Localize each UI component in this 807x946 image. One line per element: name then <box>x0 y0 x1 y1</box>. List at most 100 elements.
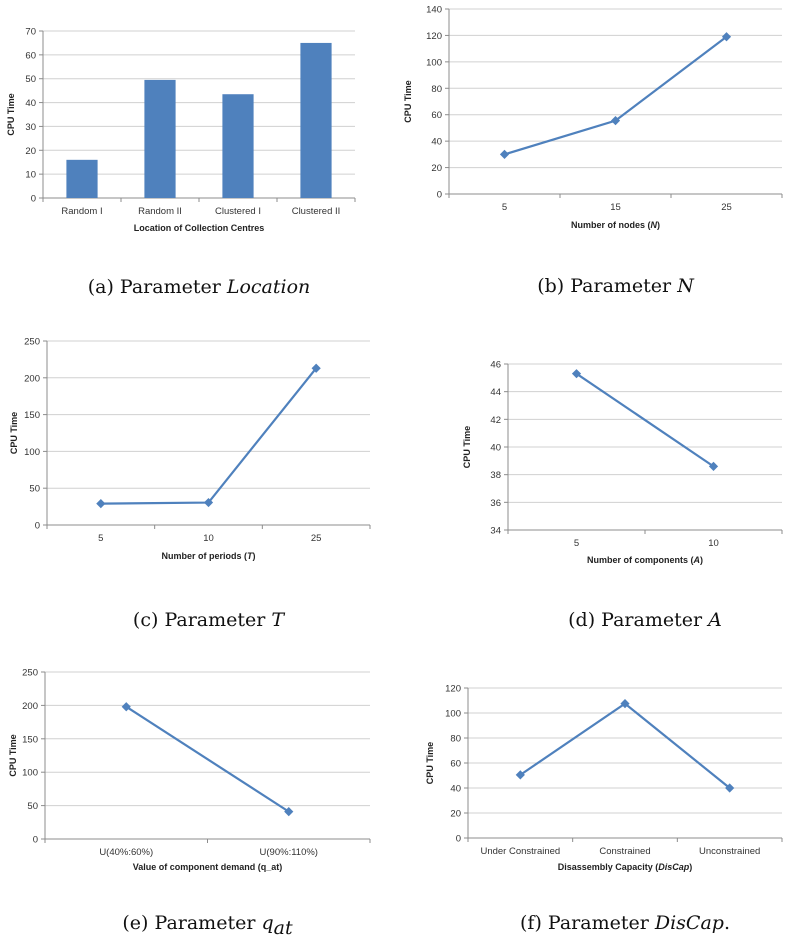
y-tick-label: 140 <box>426 5 442 16</box>
x-axis-label-text: Number of periods ( <box>161 551 247 561</box>
y-axis-label: CPU Time <box>9 412 19 454</box>
y-tick-label: 34 <box>490 526 501 537</box>
y-tick-label: 50 <box>25 74 36 85</box>
y-tick-label: 100 <box>445 709 461 720</box>
x-axis-label-text: Number of nodes ( <box>571 220 651 230</box>
y-tick-label: 0 <box>456 834 461 845</box>
x-tick-label: U(40%:60%) <box>99 847 153 858</box>
y-tick-label: 44 <box>490 387 501 398</box>
subfigure-caption: (f) Parameter DisCap. <box>520 912 730 934</box>
caption-symbol: A <box>706 609 722 631</box>
y-axis-label: CPU Time <box>403 80 413 122</box>
caption-tag: (d) <box>568 609 595 631</box>
caption-text: Parameter <box>164 609 266 631</box>
y-tick-label: 0 <box>437 190 442 201</box>
caption-text: Parameter <box>155 912 257 934</box>
y-tick-label: 120 <box>445 684 461 695</box>
caption-symbol: q <box>261 912 273 934</box>
x-axis-label-suffix: ) <box>657 220 660 230</box>
x-tick-label: 15 <box>610 202 621 213</box>
series-line <box>519 702 731 789</box>
bar-random-ii <box>144 79 176 198</box>
x-axis-label-text: Number of components ( <box>587 555 694 565</box>
chart-3: 34 36 38 40 42 44 46 5 10 CPU Time Number of compo… <box>462 360 783 631</box>
y-tick-label: 50 <box>29 484 40 495</box>
caption-text: Parameter <box>548 912 650 934</box>
x-axis-label: Number of nodes (N) <box>571 220 660 230</box>
x-tick-label: Random I <box>61 206 102 217</box>
y-tick-label: 46 <box>490 360 501 371</box>
bar-random-i <box>66 159 98 198</box>
y-tick-label: 0 <box>31 194 36 205</box>
y-tick-label: 42 <box>490 415 501 426</box>
x-axis-label: Value of component demand (q_at) <box>133 862 283 872</box>
caption-text: Parameter <box>601 609 703 631</box>
chart-5: 0 20 40 60 80 100 120 Under Constrained Constrai… <box>425 684 783 934</box>
x-axis-label-suffix: ) <box>689 862 692 872</box>
subfigure-caption: (c) Parameter T <box>133 609 285 631</box>
x-tick-label: Clustered I <box>215 206 261 217</box>
x-axis-label: Disassembly Capacity (DisCap) <box>558 862 693 872</box>
y-tick-label: 120 <box>426 31 442 42</box>
y-tick-label: 150 <box>24 410 40 421</box>
y-tick-label: 60 <box>431 110 442 121</box>
data-point-1 <box>620 699 630 709</box>
subfigure-caption: (a) Parameter Location <box>88 276 311 298</box>
x-tick-label: 10 <box>203 533 214 544</box>
x-axis-label-symbol: T <box>247 551 254 561</box>
y-tick-label: 40 <box>25 98 36 109</box>
y-tick-label: 100 <box>22 768 38 779</box>
caption-symbol: N <box>676 275 695 297</box>
y-tick-label: 40 <box>450 784 461 795</box>
caption-text: Parameter <box>570 275 672 297</box>
y-tick-label: 30 <box>25 122 36 133</box>
x-tick-label: Under Constrained <box>480 846 560 857</box>
subfigure-caption: (e) Parameter qat <box>122 912 293 939</box>
x-tick-label: Clustered II <box>292 206 341 217</box>
y-tick-label: 200 <box>24 373 40 384</box>
caption-symbol: T <box>271 609 285 631</box>
y-axis-label: CPU Time <box>462 426 472 468</box>
x-tick-label: 5 <box>574 538 579 549</box>
data-point-2 <box>311 363 321 373</box>
series-line <box>504 35 728 156</box>
x-tick-label: 25 <box>721 202 732 213</box>
x-tick-label: U(90%:110%) <box>260 847 318 858</box>
y-tick-label: 0 <box>33 835 38 846</box>
series-line <box>125 705 290 813</box>
y-tick-label: 20 <box>431 163 442 174</box>
y-tick-label: 250 <box>24 337 40 348</box>
y-tick-label: 40 <box>490 443 501 454</box>
chart-4: 0 50 100 150 200 250 U(40%:60%) U(90%:110%) CPU … <box>8 668 371 939</box>
x-axis-label-symbol: A <box>693 555 701 565</box>
chart-0: 0 10 20 30 40 50 60 70 Random I Random II Clustere… <box>6 27 356 298</box>
y-axis-label: CPU Time <box>6 93 16 135</box>
x-tick-label: 5 <box>502 202 507 213</box>
y-axis-label: CPU Time <box>425 742 435 784</box>
bar-clustered-ii <box>300 42 332 198</box>
y-tick-label: 250 <box>22 668 38 679</box>
y-tick-label: 36 <box>490 498 501 509</box>
chart-2: 0 50 100 150 200 250 5 10 25 CPU Time Number of pe… <box>9 337 371 631</box>
series-line <box>575 372 715 468</box>
x-tick-label: 5 <box>98 533 103 544</box>
data-point-1 <box>610 116 621 126</box>
x-axis-label-symbol: DisCap <box>658 862 690 872</box>
y-tick-label: 60 <box>25 50 36 61</box>
series-line <box>100 367 318 505</box>
x-tick-label: Constrained <box>599 846 650 857</box>
x-tick-label: 10 <box>708 538 719 549</box>
x-axis-label-symbol: N <box>651 220 658 230</box>
data-point-0 <box>121 702 131 712</box>
bar-clustered-i <box>222 94 254 198</box>
data-point-0 <box>96 499 106 509</box>
x-axis-label-suffix: ) <box>253 551 256 561</box>
y-tick-label: 20 <box>450 809 461 820</box>
data-point-0 <box>571 369 582 379</box>
caption-text: Parameter <box>120 276 222 298</box>
data-point-0 <box>515 770 525 780</box>
y-tick-label: 200 <box>22 701 38 712</box>
y-tick-label: 100 <box>24 447 40 458</box>
y-tick-label: 80 <box>431 84 442 95</box>
